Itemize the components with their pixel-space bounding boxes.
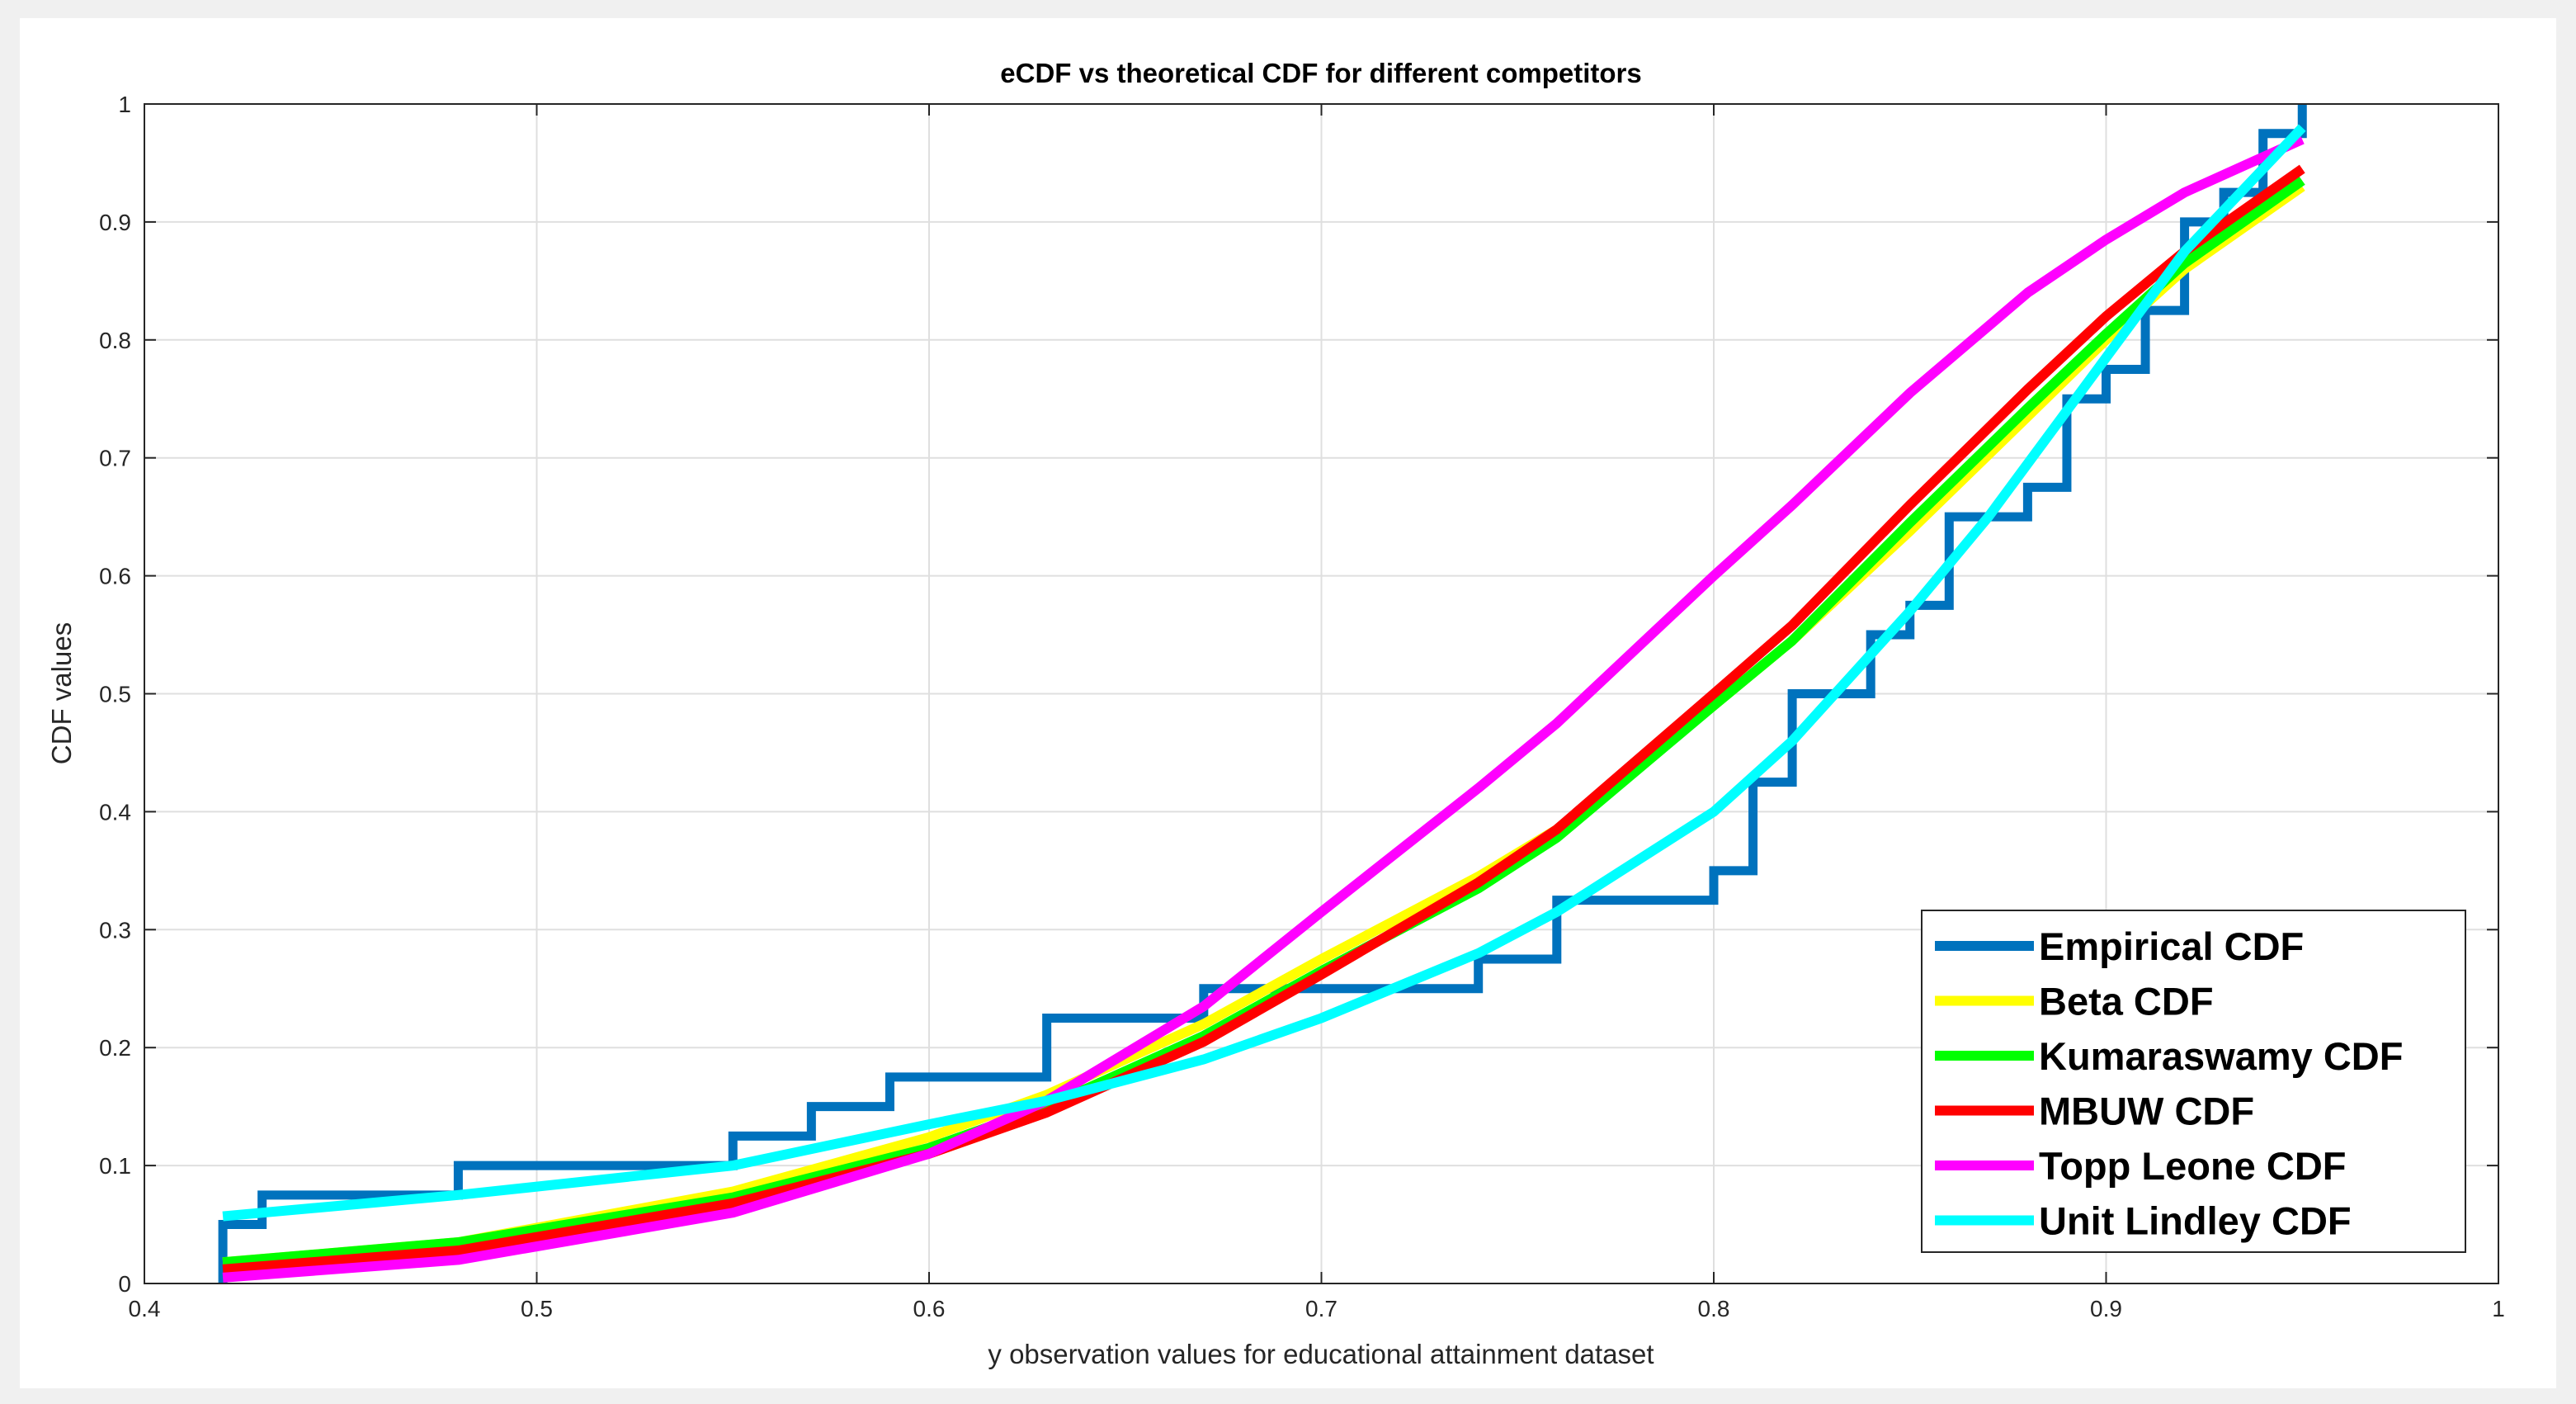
x-tick-label: 0.6 <box>913 1296 946 1321</box>
y-tick-label: 0.4 <box>99 799 131 825</box>
y-axis-label: CDF values <box>46 622 77 764</box>
x-tick-label: 0.8 <box>1698 1296 1730 1321</box>
legend-label-unit-lindley-cdf: Unit Lindley CDF <box>2039 1199 2352 1243</box>
legend-label-empirical-cdf: Empirical CDF <box>2039 924 2304 968</box>
axis-ticks: 0.4 0.5 0.6 0.7 0.8 0.9 1 0 0.1 0.2 0.3 0.4 0.5 0.6 0.… <box>99 92 2505 1321</box>
data-series <box>218 104 2307 1283</box>
x-tick-label: 0.9 <box>2090 1296 2122 1321</box>
x-tick-label: 1 <box>2492 1296 2505 1321</box>
y-tick-label: 0 <box>118 1271 131 1297</box>
y-tick-label: 0.2 <box>99 1035 131 1061</box>
chart-title: eCDF vs theoretical CDF for different co… <box>1000 58 1641 88</box>
series-line-unit-lindley-cdf <box>222 124 2306 1222</box>
x-tick-label: 0.5 <box>521 1296 553 1321</box>
x-axis-label: y observation values for educational att… <box>988 1339 1654 1369</box>
legend-label-topp-leone-cdf: Topp Leone CDF <box>2039 1144 2346 1188</box>
y-tick-label: 0.6 <box>99 564 131 589</box>
y-tick-label: 1 <box>118 92 131 117</box>
y-tick-label: 0.7 <box>99 446 131 471</box>
legend-label-mbuw-cdf: MBUW CDF <box>2039 1090 2254 1133</box>
y-tick-label: 0.9 <box>99 210 131 235</box>
series-line-topp-leone-cdf <box>222 135 2305 1283</box>
x-tick-label: 0.4 <box>129 1296 161 1321</box>
series-line-kumaraswamy-cdf <box>222 176 2305 1268</box>
legend-label-kumaraswamy-cdf: Kumaraswamy CDF <box>2039 1034 2403 1078</box>
legend[interactable]: Empirical CDF Beta CDF Kumaraswamy CDF MBUW… <box>1921 910 2466 1253</box>
legend-box <box>1921 910 2466 1253</box>
x-tick-label: 0.7 <box>1305 1296 1338 1321</box>
y-tick-label: 0.8 <box>99 328 131 353</box>
legend-items: Empirical CDF Beta CDF Kumaraswamy CDF MBUW… <box>1935 924 2403 1243</box>
legend-label-beta-cdf: Beta CDF <box>2039 980 2214 1023</box>
y-tick-label: 0.3 <box>99 917 131 943</box>
y-tick-label: 0.5 <box>99 682 131 707</box>
y-tick-label: 0.1 <box>99 1153 131 1179</box>
